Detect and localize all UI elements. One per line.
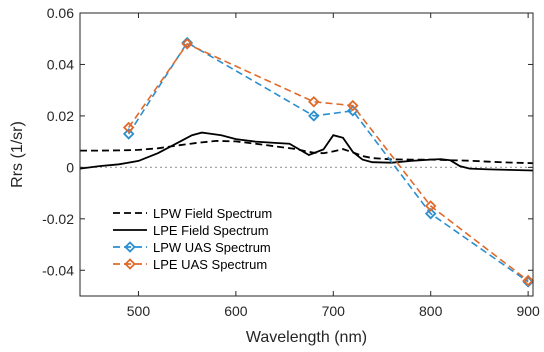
legend-entry-lpe-uas-spectrum: LPE UAS Spectrum — [113, 257, 267, 272]
axes — [79, 12, 534, 297]
legend-label: LPW Field Spectrum — [153, 206, 272, 221]
data-point — [424, 207, 437, 220]
legend: LPW Field Spectrum LPE Field Spectrum LPW … — [113, 206, 272, 272]
y-tick-label: 0.06 — [47, 5, 74, 21]
x-axis-label: Wavelength (nm) — [246, 329, 367, 346]
x-tick-label: 900 — [516, 303, 540, 319]
tick-marks: 500 600 700 800 900 -0.04 -0.02 0 0.02 0.04 0.06 — [42, 5, 540, 319]
legend-entry-lpe-field-spectrum: LPE Field Spectrum — [113, 223, 269, 238]
y-axis-label: Rrs (1/sr) — [9, 121, 26, 188]
data-point — [522, 276, 534, 288]
series-lpw-field-spectrum — [80, 139, 534, 165]
legend-entry-lpw-uas-spectrum: LPW UAS Spectrum — [113, 240, 271, 255]
data-point — [347, 99, 359, 112]
x-tick-label: 600 — [224, 303, 248, 319]
series-line — [80, 139, 534, 165]
data-point — [424, 200, 437, 212]
plot-frame — [79, 12, 534, 297]
x-tick-label: 500 — [127, 303, 151, 319]
series-lpe-field-spectrum — [79, 131, 534, 172]
data-point — [122, 128, 135, 140]
data-point — [522, 274, 534, 287]
series-lines — [79, 36, 534, 288]
y-tick-label: 0.04 — [47, 56, 74, 72]
data-point — [122, 121, 135, 134]
data-point — [181, 38, 193, 50]
data-point — [308, 110, 320, 122]
series-line — [79, 131, 534, 172]
legend-marker — [124, 258, 136, 270]
legend-label: LPE UAS Spectrum — [153, 257, 267, 272]
x-tick-label: 700 — [322, 303, 346, 319]
data-point — [308, 95, 320, 108]
legend-entry-lpw-field-spectrum: LPW Field Spectrum — [113, 206, 272, 221]
y-tick-label: -0.04 — [42, 262, 74, 278]
y-tick-label: 0 — [66, 159, 74, 175]
y-tick-label: -0.02 — [42, 211, 74, 227]
series-lpw-uas-spectrum — [122, 36, 534, 288]
data-point — [347, 104, 359, 117]
legend-label: LPW UAS Spectrum — [153, 240, 271, 255]
series-line — [128, 41, 529, 283]
data-point — [181, 36, 193, 49]
series-lpe-uas-spectrum — [122, 38, 534, 287]
legend-marker — [124, 241, 136, 253]
x-tick-label: 800 — [419, 303, 443, 319]
y-tick-label: 0.02 — [47, 108, 74, 124]
legend-label: LPE Field Spectrum — [153, 223, 269, 238]
